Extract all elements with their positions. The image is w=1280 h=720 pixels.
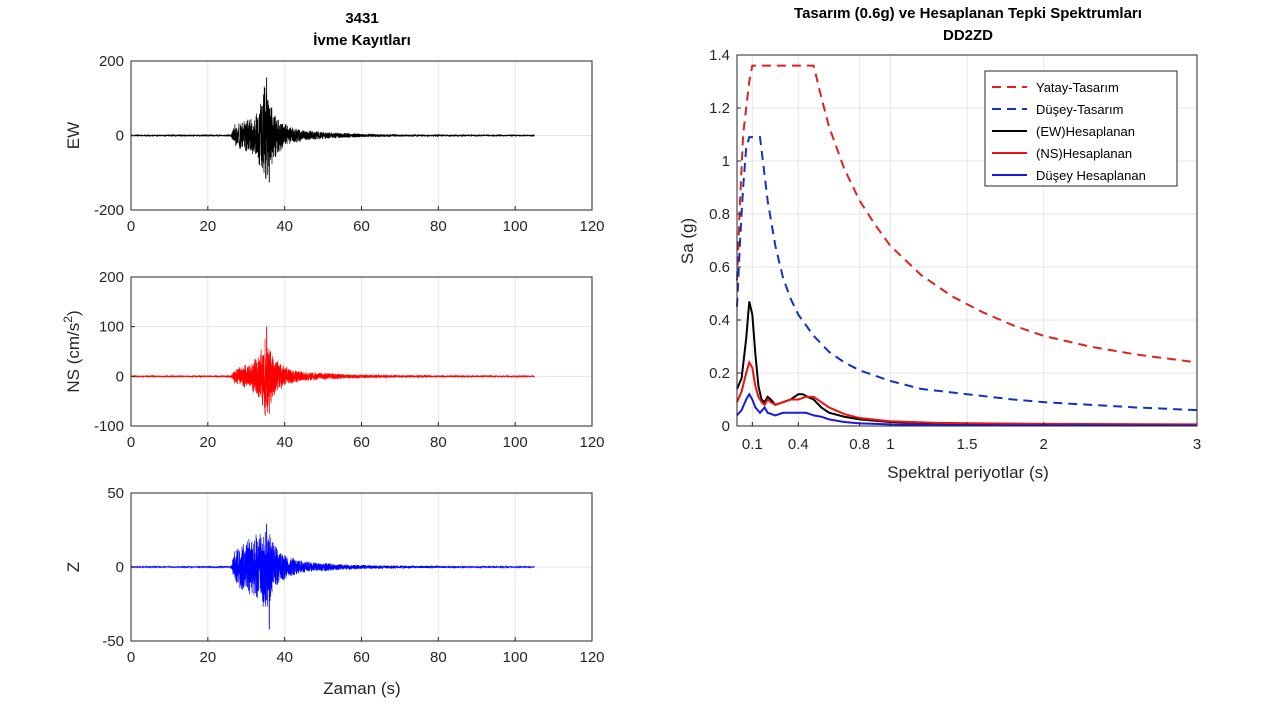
ns-x-tick-label: 120 [579, 434, 604, 451]
left-title-line2: İvme Kayıtları [313, 32, 411, 49]
z-x-tick-label: 100 [503, 649, 528, 666]
spectra-x-tick-label: 0.8 [849, 436, 870, 453]
ew-x-tick-label: 20 [199, 218, 216, 235]
spectra-x-tick-label: 2 [1039, 436, 1047, 453]
spectra-y-tick-label: 1 [722, 153, 730, 170]
z-y-tick-label: 50 [107, 485, 124, 502]
ew-y-tick-label: 200 [99, 53, 124, 70]
spectra-y-tick-label: 0.4 [709, 312, 730, 329]
spectra-y-tick-label: 0.2 [709, 365, 730, 382]
spectra-y-tick-label: 1.4 [709, 47, 730, 64]
spectra-y-tick-label: 0.8 [709, 206, 730, 223]
spectra-title-line2: DD2ZD [943, 27, 993, 44]
z-x-tick-label: 80 [430, 649, 447, 666]
legend-label-1: Düşey-Tasarım [1036, 102, 1123, 117]
z-signal-line [130, 523, 535, 630]
ew-x-tick-label: 80 [430, 218, 447, 235]
legend-label-0: Yatay-Tasarım [1036, 80, 1119, 95]
ew-x-tick-label: 100 [503, 218, 528, 235]
z-y-axis-label: Z [64, 562, 83, 572]
spectra-x-tick-label: 1.5 [957, 436, 978, 453]
time-axis-label: Zaman (s) [323, 679, 400, 698]
spectra-series-4-line [736, 392, 1197, 427]
legend-box [984, 70, 1178, 187]
spectra-title-line1: Tasarım (0.6g) ve Hesaplanan Tepki Spekt… [794, 5, 1142, 22]
ns-x-tick-label: 60 [353, 434, 370, 451]
ew-y-tick-label: 0 [116, 128, 124, 145]
ew-signal-line [130, 77, 535, 183]
response-spectra-plot: 0.1 0.4 0.8 1 1.5 2 3 0 0.2 0.4 0.6 0.8 1 1.2 1.4 [709, 47, 1201, 453]
ns-y-tick-label: 0 [116, 368, 124, 385]
z-x-tick-label: 0 [127, 649, 135, 666]
ew-y-axis-label: EW [64, 122, 83, 149]
spectra-x-tick-label: 0.4 [788, 436, 809, 453]
legend-label-2: (EW)Hesaplanan [1036, 124, 1135, 139]
ns-x-tick-label: 0 [127, 434, 135, 451]
legend-label-4: Düşey Hesaplanan [1036, 168, 1146, 183]
ns-x-tick-label: 80 [430, 434, 447, 451]
ew-y-tick-label: -200 [94, 202, 124, 219]
z-x-tick-label: 60 [353, 649, 370, 666]
ns-x-tick-label: 20 [199, 434, 216, 451]
ns-x-tick-label: 40 [276, 434, 293, 451]
ns-y-axis-label: NS (cm/s2) [61, 310, 83, 392]
spectra-x-tick-label: 1 [886, 436, 894, 453]
z-x-tick-label: 20 [199, 649, 216, 666]
ns-y-axis-label-close: ) [64, 310, 83, 316]
z-y-tick-label: 0 [116, 559, 124, 576]
spectra-y-axis-label: Sa (g) [678, 218, 697, 264]
ns-y-tick-label: -100 [94, 418, 124, 435]
ew-x-tick-label: 60 [353, 218, 370, 235]
ns-y-tick-label: 100 [99, 319, 124, 336]
ns-y-axis-label-superscript: 2 [61, 316, 75, 323]
z-x-tick-label: 40 [276, 649, 293, 666]
legend-label-3: (NS)Hesaplanan [1036, 146, 1132, 161]
spectra-x-tick-label: 0.1 [742, 436, 763, 453]
spectra-y-tick-label: 0.6 [709, 259, 730, 276]
spectra-y-tick-label: 1.2 [709, 100, 730, 117]
ew-x-tick-label: 120 [579, 218, 604, 235]
spectra-series-3-line [736, 359, 1198, 426]
spectra-legend: Yatay-Tasarım Düşey-Tasarım (EW)Hesaplanan… [984, 70, 1178, 187]
left-title-line1: 3431 [345, 10, 378, 27]
spectra-x-axis-label: Spektral periyotlar (s) [887, 463, 1049, 482]
ns-signal-line [130, 326, 535, 417]
ns-y-tick-label: 200 [99, 269, 124, 286]
z-y-tick-label: -50 [102, 633, 124, 650]
spectra-series-1-line [736, 136, 1198, 412]
spectra-x-tick-label: 3 [1193, 436, 1201, 453]
ns-x-tick-label: 100 [503, 434, 528, 451]
z-x-tick-label: 120 [579, 649, 604, 666]
ew-x-tick-label: 40 [276, 218, 293, 235]
spectra-y-tick-label: 0 [722, 418, 730, 435]
ew-x-tick-label: 0 [127, 218, 135, 235]
spectra-series-0-line [736, 64, 1198, 364]
